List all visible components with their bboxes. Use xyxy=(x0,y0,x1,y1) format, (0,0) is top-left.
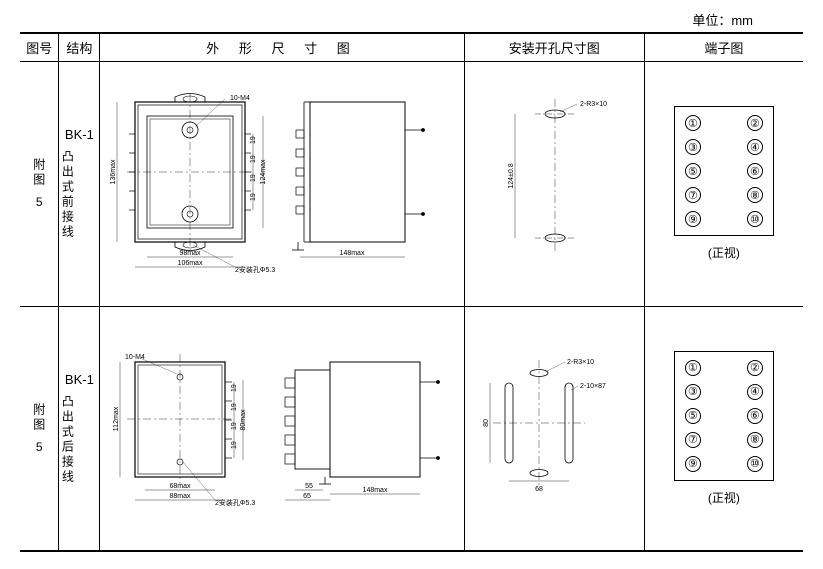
svg-text:2-R3×10: 2-R3×10 xyxy=(567,359,594,366)
fignum-num: 5 xyxy=(20,440,58,454)
svg-text:148max: 148max xyxy=(363,487,388,494)
svg-text:68max: 68max xyxy=(170,483,192,490)
shape-cell: 68max 88max 112max 80max 19 19 19 xyxy=(100,306,464,551)
svg-text:124max: 124max xyxy=(260,159,267,184)
svg-text:80: 80 xyxy=(483,419,490,427)
header-fignum: 图号 xyxy=(20,33,59,61)
term-9: ⑨ xyxy=(685,211,701,227)
term-4: ④ xyxy=(747,139,763,155)
terminal-box: ① ② ③ ④ ⑤ ⑥ ⑦ ⑧ ⑨ ⑩ xyxy=(674,106,774,236)
struct-desc: 凸出式前接线 xyxy=(59,150,76,240)
svg-text:19: 19 xyxy=(231,403,238,411)
mount-drawing-2: 68 80 2-R3×10 2-10×87 xyxy=(465,308,640,548)
svg-text:10-M4: 10-M4 xyxy=(125,354,145,361)
mount-drawing-1: 124±0.8 2-R3×10 xyxy=(465,64,640,304)
struct-desc: 凸出式后接线 xyxy=(59,395,76,485)
svg-text:112max: 112max xyxy=(113,406,120,431)
term-3: ③ xyxy=(685,139,701,155)
svg-text:65: 65 xyxy=(303,493,311,500)
term-10: ⑩ xyxy=(747,456,763,472)
term-7: ⑦ xyxy=(685,187,701,203)
svg-text:68: 68 xyxy=(535,486,543,493)
svg-text:80max: 80max xyxy=(240,408,247,430)
svg-text:19: 19 xyxy=(231,422,238,430)
term-3: ③ xyxy=(685,384,701,400)
struct-model: BK-1 xyxy=(59,127,99,142)
terminal-box: ① ② ③ ④ ⑤ ⑥ ⑦ ⑧ ⑨ ⑩ xyxy=(674,351,774,481)
struct-cell: BK-1 凸出式后接线 xyxy=(59,306,100,551)
svg-text:19: 19 xyxy=(250,136,257,144)
svg-text:136max: 136max xyxy=(110,159,117,184)
svg-text:19: 19 xyxy=(250,193,257,201)
svg-text:2安装孔Φ5.3: 2安装孔Φ5.3 xyxy=(235,265,275,274)
svg-text:55: 55 xyxy=(305,483,313,490)
svg-text:88max: 88max xyxy=(170,493,192,500)
term-6: ⑥ xyxy=(747,163,763,179)
term-caption: (正视) xyxy=(645,489,803,506)
unit-label: 单位：mm xyxy=(692,10,753,29)
shape-cell: 98max 106max 136max 124max 19 xyxy=(100,61,464,306)
term-5: ⑤ xyxy=(685,163,701,179)
mount-cell: 124±0.8 2-R3×10 xyxy=(464,61,644,306)
svg-text:2安装孔Φ5.3: 2安装孔Φ5.3 xyxy=(215,498,255,507)
term-2: ② xyxy=(747,360,763,376)
shape-drawing-1: 98max 106max 136max 124max 19 xyxy=(100,62,455,302)
svg-text:2-10×87: 2-10×87 xyxy=(580,383,606,390)
svg-text:2-R3×10: 2-R3×10 xyxy=(580,101,607,108)
term-2: ② xyxy=(747,115,763,131)
term-caption: (正视) xyxy=(645,244,803,261)
mount-cell: 68 80 2-R3×10 2-10×87 xyxy=(464,306,644,551)
term-5: ⑤ xyxy=(685,408,701,424)
svg-text:124±0.8: 124±0.8 xyxy=(508,163,515,188)
fignum-cell: 附图 5 xyxy=(20,306,59,551)
svg-text:19: 19 xyxy=(231,384,238,392)
term-6: ⑥ xyxy=(747,408,763,424)
svg-text:106max: 106max xyxy=(178,260,203,267)
svg-text:10-M4: 10-M4 xyxy=(230,95,250,102)
header-mount: 安装开孔尺寸图 xyxy=(464,33,644,61)
term-4: ④ xyxy=(747,384,763,400)
term-9: ⑨ xyxy=(685,456,701,472)
struct-model: BK-1 xyxy=(59,372,99,387)
fignum-prefix: 附图 xyxy=(31,403,48,433)
spec-table: 图号 结构 外 形 尺 寸 图 安装开孔尺寸图 端子图 附图 5 BK-1 凸出… xyxy=(20,32,803,552)
fignum-num: 5 xyxy=(20,195,58,209)
term-1: ① xyxy=(685,115,701,131)
svg-text:19: 19 xyxy=(250,155,257,163)
svg-text:98max: 98max xyxy=(180,250,202,257)
fignum-cell: 附图 5 xyxy=(20,61,59,306)
term-8: ⑧ xyxy=(747,187,763,203)
header-term: 端子图 xyxy=(644,33,803,61)
header-row: 图号 结构 外 形 尺 寸 图 安装开孔尺寸图 端子图 xyxy=(20,33,803,61)
fignum-prefix: 附图 xyxy=(31,158,48,188)
svg-text:148max: 148max xyxy=(340,250,365,257)
svg-text:19: 19 xyxy=(250,174,257,182)
header-shape: 外 形 尺 寸 图 xyxy=(100,33,464,61)
term-8: ⑧ xyxy=(747,432,763,448)
table-row: 附图 5 BK-1 凸出式前接线 xyxy=(20,61,803,306)
term-1: ① xyxy=(685,360,701,376)
term-cell: ① ② ③ ④ ⑤ ⑥ ⑦ ⑧ ⑨ ⑩ (正视) xyxy=(644,306,803,551)
term-7: ⑦ xyxy=(685,432,701,448)
struct-cell: BK-1 凸出式前接线 xyxy=(59,61,100,306)
table-row: 附图 5 BK-1 凸出式后接线 xyxy=(20,306,803,551)
header-struct: 结构 xyxy=(59,33,100,61)
shape-drawing-2: 68max 88max 112max 80max 19 19 19 xyxy=(100,307,455,547)
term-cell: ① ② ③ ④ ⑤ ⑥ ⑦ ⑧ ⑨ ⑩ (正视) xyxy=(644,61,803,306)
term-10: ⑩ xyxy=(747,211,763,227)
svg-text:19: 19 xyxy=(231,441,238,449)
